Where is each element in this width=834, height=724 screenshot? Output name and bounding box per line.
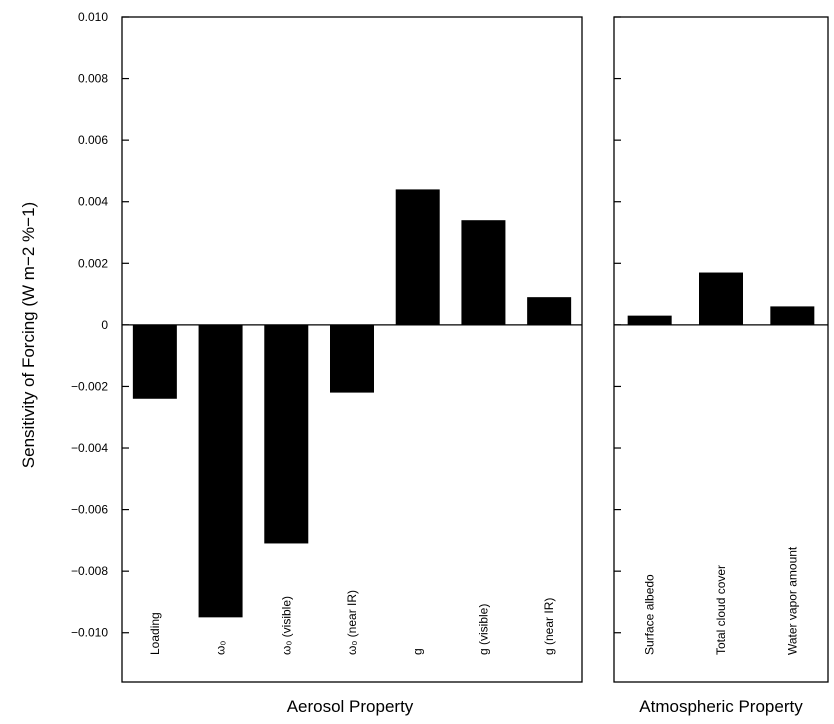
category-label-atmospheric-0: Surface albedo (643, 574, 657, 655)
category-label-aerosol-0: Loading (148, 612, 162, 655)
bar-atmospheric-2 (770, 306, 815, 325)
x-axis-label-atmospheric: Atmospheric Property (639, 697, 803, 716)
bar-aerosol-4 (395, 189, 440, 325)
y-tick-label-5: 0 (101, 318, 108, 332)
category-label-aerosol-5: g (visible) (476, 604, 490, 655)
category-label-atmospheric-1: Total cloud cover (714, 565, 728, 655)
y-tick-label-0: 0.010 (78, 10, 108, 24)
x-axis-label-aerosol: Aerosol Property (287, 697, 414, 716)
category-label-atmospheric-2: Water vapor amount (785, 546, 799, 655)
y-tick-label-9: −0.008 (71, 564, 108, 578)
y-axis-label: Sensitivity of Forcing (W m−2 %−1) (19, 202, 38, 468)
category-label-aerosol-6: g (near IR) (542, 598, 556, 655)
panel-aerosol: 0.010 0.008 0.006 0.004 0.002 0 −0.002 −0.004 −0… (71, 10, 583, 683)
panel-frame-atmospheric (613, 16, 829, 683)
y-tick-label-10: −0.010 (71, 626, 108, 640)
bar-aerosol-2 (264, 324, 309, 544)
category-label-aerosol-3: ω₀ (near IR) (345, 590, 359, 655)
panel-atmospheric: Surface albedo Total cloud cover Water vap… (613, 16, 829, 683)
category-label-aerosol-4: g (411, 648, 425, 655)
category-label-aerosol-2: ω₀ (visible) (279, 596, 293, 655)
y-tick-label-4: 0.002 (78, 256, 108, 270)
y-tick-label-2: 0.006 (78, 133, 108, 147)
chart-panels: 0.010 0.008 0.006 0.004 0.002 0 −0.002 −0.004 −0… (71, 10, 829, 683)
y-tick-label-8: −0.006 (71, 503, 108, 517)
category-label-aerosol-1: ω₀ (214, 641, 228, 655)
y-tick-label-3: 0.004 (78, 195, 108, 209)
panel-frame-aerosol (121, 16, 583, 683)
y-tick-label-6: −0.002 (71, 379, 108, 393)
y-tick-label-7: −0.004 (71, 441, 108, 455)
bar-atmospheric-1 (699, 272, 743, 325)
bar-aerosol-1 (198, 324, 243, 618)
bar-aerosol-5 (461, 220, 506, 325)
bar-aerosol-6 (527, 297, 572, 325)
bar-aerosol-0 (132, 324, 177, 399)
bar-atmospheric-0 (627, 315, 672, 325)
y-tick-label-1: 0.008 (78, 72, 108, 86)
bar-aerosol-3 (330, 324, 374, 393)
